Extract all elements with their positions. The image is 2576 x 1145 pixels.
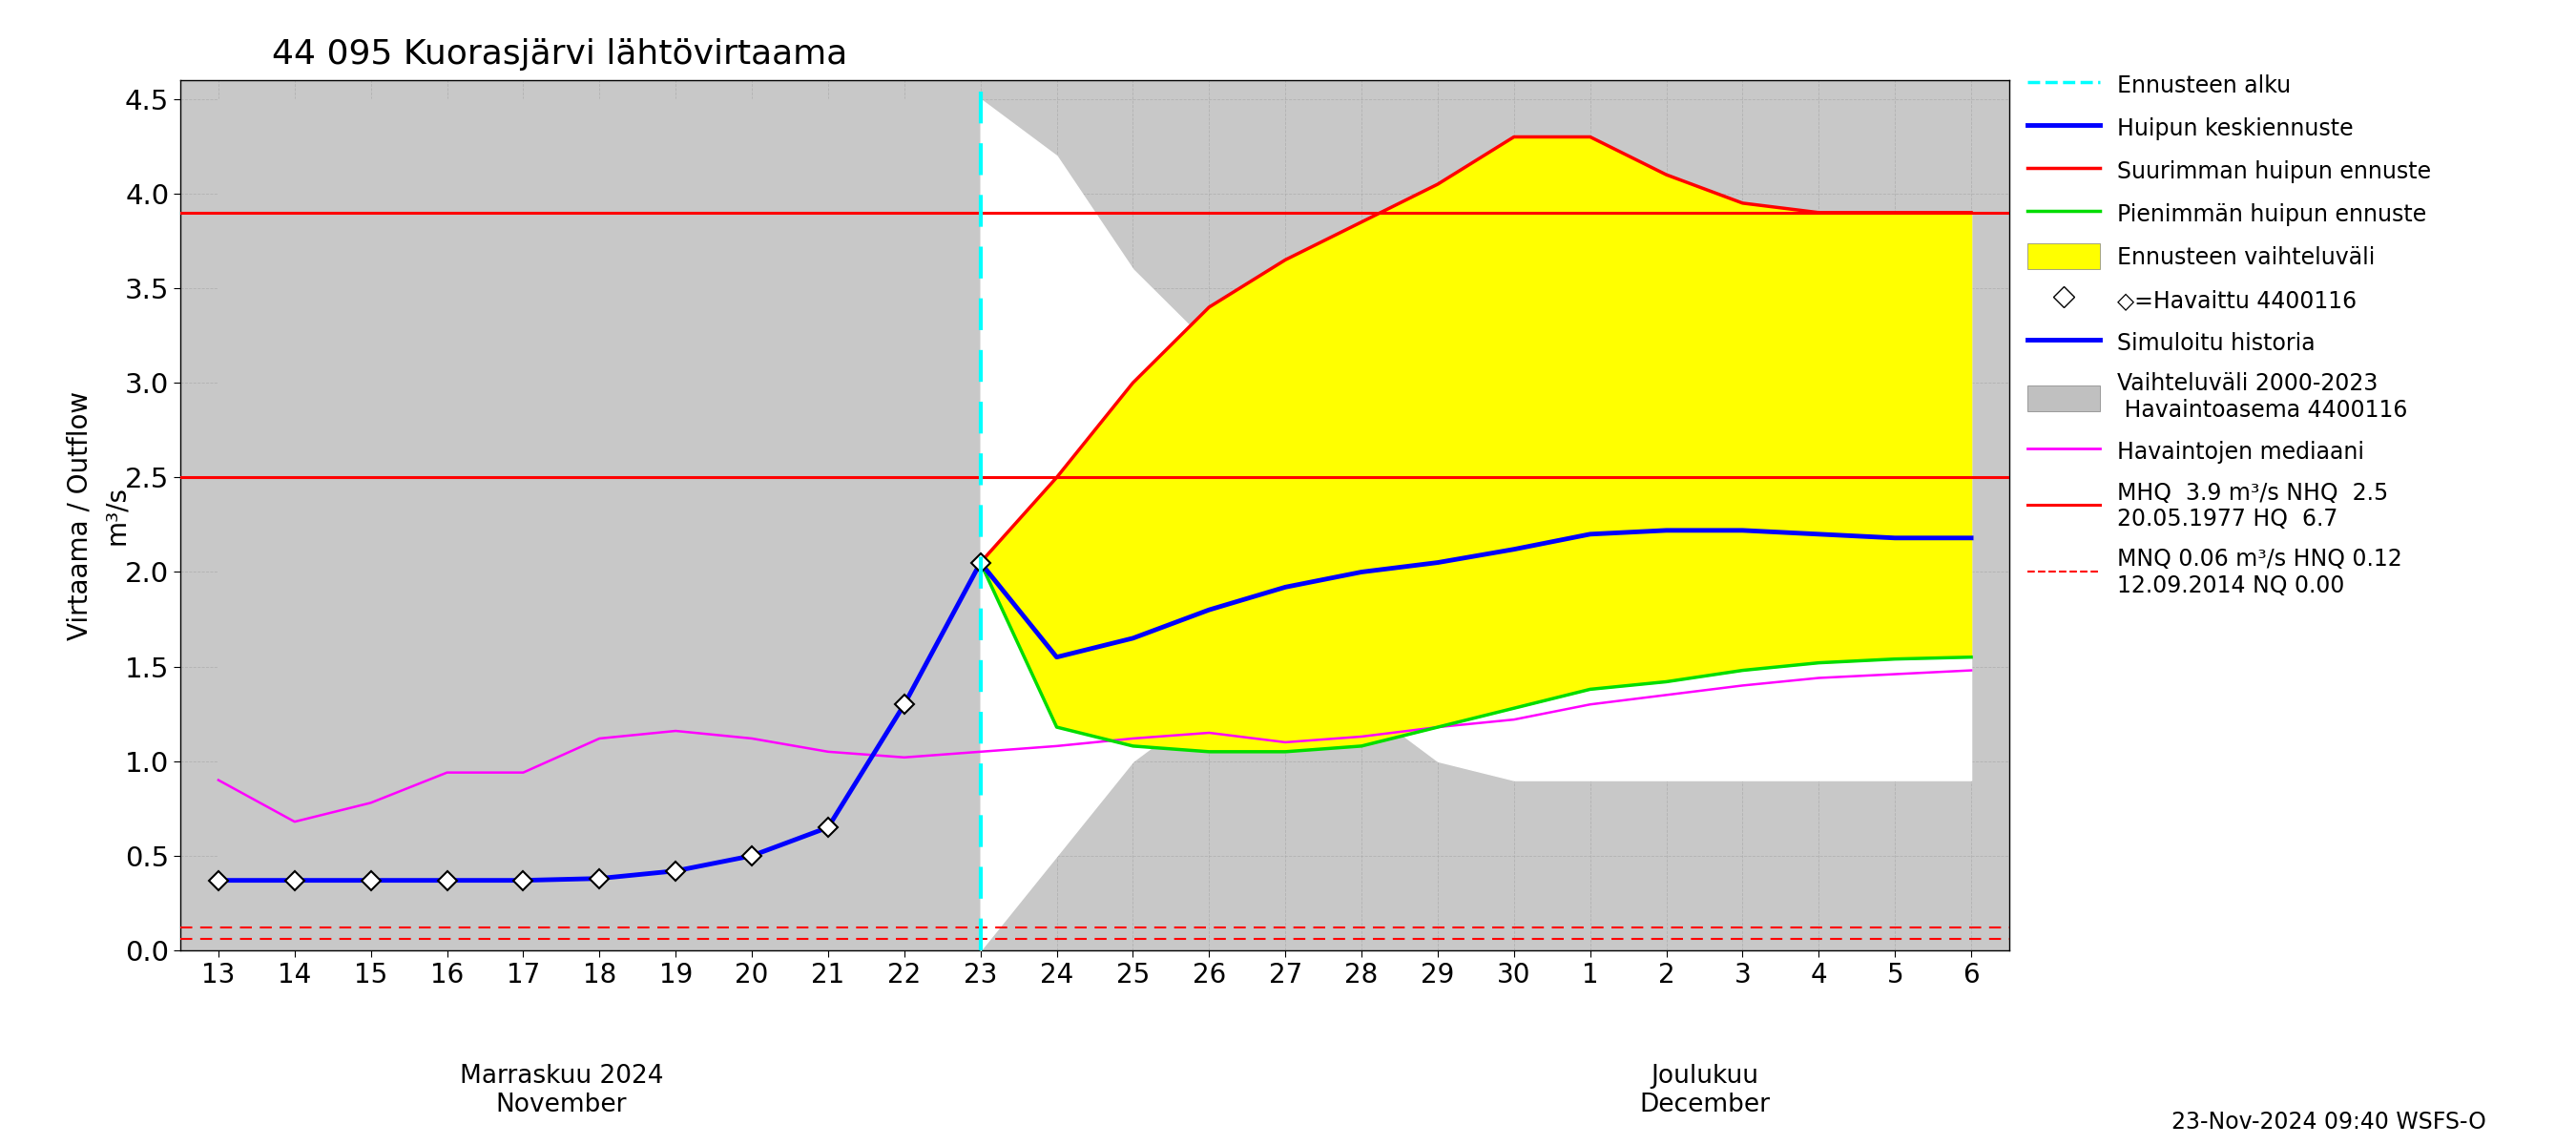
Legend: Ennusteen alku, Huipun keskiennuste, Suurimman huipun ennuste, Pienimmän huipun : Ennusteen alku, Huipun keskiennuste, Suu… <box>2020 63 2439 606</box>
Text: 44 095 Kuorasjärvi lähtövirtaama: 44 095 Kuorasjärvi lähtövirtaama <box>273 39 848 71</box>
Text: Marraskuu 2024
November: Marraskuu 2024 November <box>459 1064 662 1116</box>
Text: Joulukuu
December: Joulukuu December <box>1638 1064 1770 1116</box>
Text: 23-Nov-2024 09:40 WSFS-O: 23-Nov-2024 09:40 WSFS-O <box>2172 1111 2486 1134</box>
Text: Virtaama / Outflow: Virtaama / Outflow <box>67 390 93 640</box>
Text: m³/s: m³/s <box>103 485 129 545</box>
